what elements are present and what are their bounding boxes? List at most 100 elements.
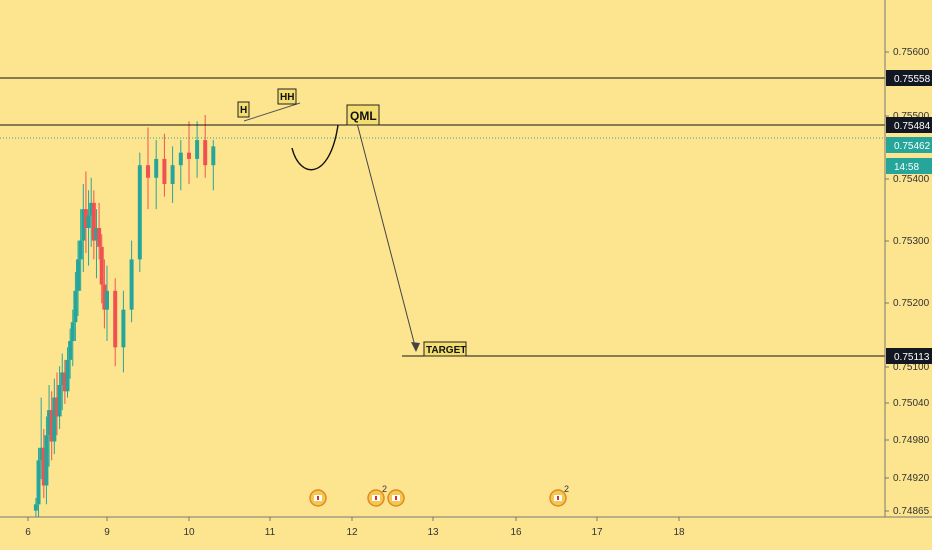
- candle-body: [78, 240, 83, 260]
- candle-body: [89, 202, 94, 216]
- candle-body: [94, 227, 99, 241]
- candle-body: [91, 202, 96, 241]
- price-tag-bg: [886, 70, 932, 86]
- flag-mark: [557, 496, 559, 500]
- candle-body: [47, 410, 52, 436]
- x-tick-label: 16: [510, 527, 522, 538]
- event-badge[interactable]: 2: [549, 484, 569, 507]
- candle-body: [68, 341, 73, 360]
- event-count: 2: [382, 484, 387, 494]
- y-tick-label: 0.75400: [893, 174, 930, 185]
- candle-body: [170, 165, 175, 185]
- y-tick-label: 0.74865: [893, 506, 930, 517]
- hh-trendline: [243, 102, 301, 122]
- y-tick-label: 0.75040: [893, 398, 930, 409]
- candle-body: [36, 460, 41, 505]
- annotation-h[interactable]: H: [237, 101, 250, 118]
- x-tick-label: 10: [183, 527, 195, 538]
- candle-body: [70, 322, 75, 342]
- candle-body: [121, 309, 126, 348]
- x-tick-label: 12: [346, 527, 358, 538]
- candle-body: [73, 290, 78, 323]
- price-tag-label: 14:58: [894, 162, 919, 173]
- candle-body: [113, 290, 118, 348]
- candle-body: [52, 397, 57, 442]
- y-tick-label: 0.75100: [893, 362, 930, 373]
- candles-layer: [33, 114, 216, 517]
- flag-mark: [317, 496, 319, 500]
- x-tick-label: 11: [265, 527, 276, 538]
- x-tick-label: 17: [591, 527, 603, 538]
- target-arrow: [356, 122, 417, 351]
- target-arrow-head: [411, 342, 420, 352]
- candle-body: [154, 158, 159, 178]
- candle-body: [203, 140, 208, 166]
- price-tag-bg: [886, 117, 932, 133]
- annotation-target[interactable]: TARGET: [423, 341, 467, 357]
- price-tag-label: 0.75113: [894, 352, 930, 363]
- price-axis[interactable]: 0.75600 0.75500 0.75400 0.75300 0.75200 0.751…: [884, 0, 932, 517]
- svg-text:TARGET: TARGET: [426, 345, 466, 356]
- price-tag-bg: [886, 348, 932, 364]
- candle-body: [137, 165, 142, 260]
- candle-body: [86, 215, 91, 228]
- price-tag-bg: [886, 137, 932, 153]
- candle-body: [83, 209, 88, 228]
- candle-body: [81, 209, 86, 241]
- qml-curve: [291, 124, 339, 171]
- candle-body: [76, 259, 81, 291]
- annotation-qml[interactable]: QML: [346, 104, 380, 126]
- levels-layer: [0, 77, 885, 357]
- candle-body: [54, 397, 59, 417]
- candle-body: [187, 152, 191, 159]
- drawings-layer: [243, 102, 420, 352]
- candle-body: [129, 259, 134, 310]
- y-tick-label: 0.74920: [893, 473, 930, 484]
- candle-body: [102, 284, 107, 310]
- x-tick-label: 18: [673, 527, 685, 538]
- candle-body: [57, 385, 62, 417]
- price-tag-label: 0.75558: [894, 74, 931, 85]
- flag-mark: [375, 496, 377, 500]
- y-tick-label: 0.74980: [893, 435, 930, 446]
- candle-body: [39, 447, 44, 461]
- event-badge[interactable]: [309, 489, 327, 507]
- flag-mark: [395, 496, 397, 500]
- y-tick-label: 0.75200: [893, 298, 930, 309]
- candle-body: [146, 165, 150, 178]
- svg-text:QML: QML: [350, 109, 377, 123]
- svg-text:H: H: [240, 105, 247, 116]
- candle-body: [162, 158, 167, 185]
- price-tag-label: 0.75462: [894, 141, 931, 152]
- event-badge[interactable]: [387, 489, 405, 507]
- y-tick-label: 0.75600: [893, 47, 930, 58]
- candle-body: [41, 447, 46, 486]
- price-tag-bg: [886, 158, 932, 174]
- candle-body: [62, 372, 67, 392]
- annotation-hh[interactable]: HH: [277, 88, 297, 105]
- x-tick-label: 6: [25, 527, 31, 538]
- candle-body: [99, 246, 104, 285]
- time-axis[interactable]: 6 9 10 11 12 13 16 17 18: [0, 516, 932, 538]
- y-tick-label: 0.75500: [893, 111, 930, 122]
- candle-body: [97, 227, 102, 247]
- x-tick-label: 9: [104, 527, 110, 538]
- x-tick-label: 13: [427, 527, 439, 538]
- candle-body: [195, 140, 200, 159]
- candle-body: [49, 410, 54, 442]
- event-badge[interactable]: 2: [367, 484, 387, 507]
- candle-body: [65, 359, 70, 392]
- svg-text:HH: HH: [280, 92, 294, 103]
- candle-body: [178, 152, 183, 166]
- candle-body: [211, 146, 216, 166]
- annotations-layer: H HH QML TARGET: [237, 88, 467, 357]
- price-tag-label: 0.75484: [894, 121, 931, 132]
- candle-body: [105, 290, 109, 310]
- event-count: 2: [564, 484, 569, 494]
- candle-body: [33, 504, 38, 511]
- candle-body: [44, 435, 49, 486]
- candle-body: [60, 372, 65, 386]
- y-tick-label: 0.75300: [893, 236, 930, 247]
